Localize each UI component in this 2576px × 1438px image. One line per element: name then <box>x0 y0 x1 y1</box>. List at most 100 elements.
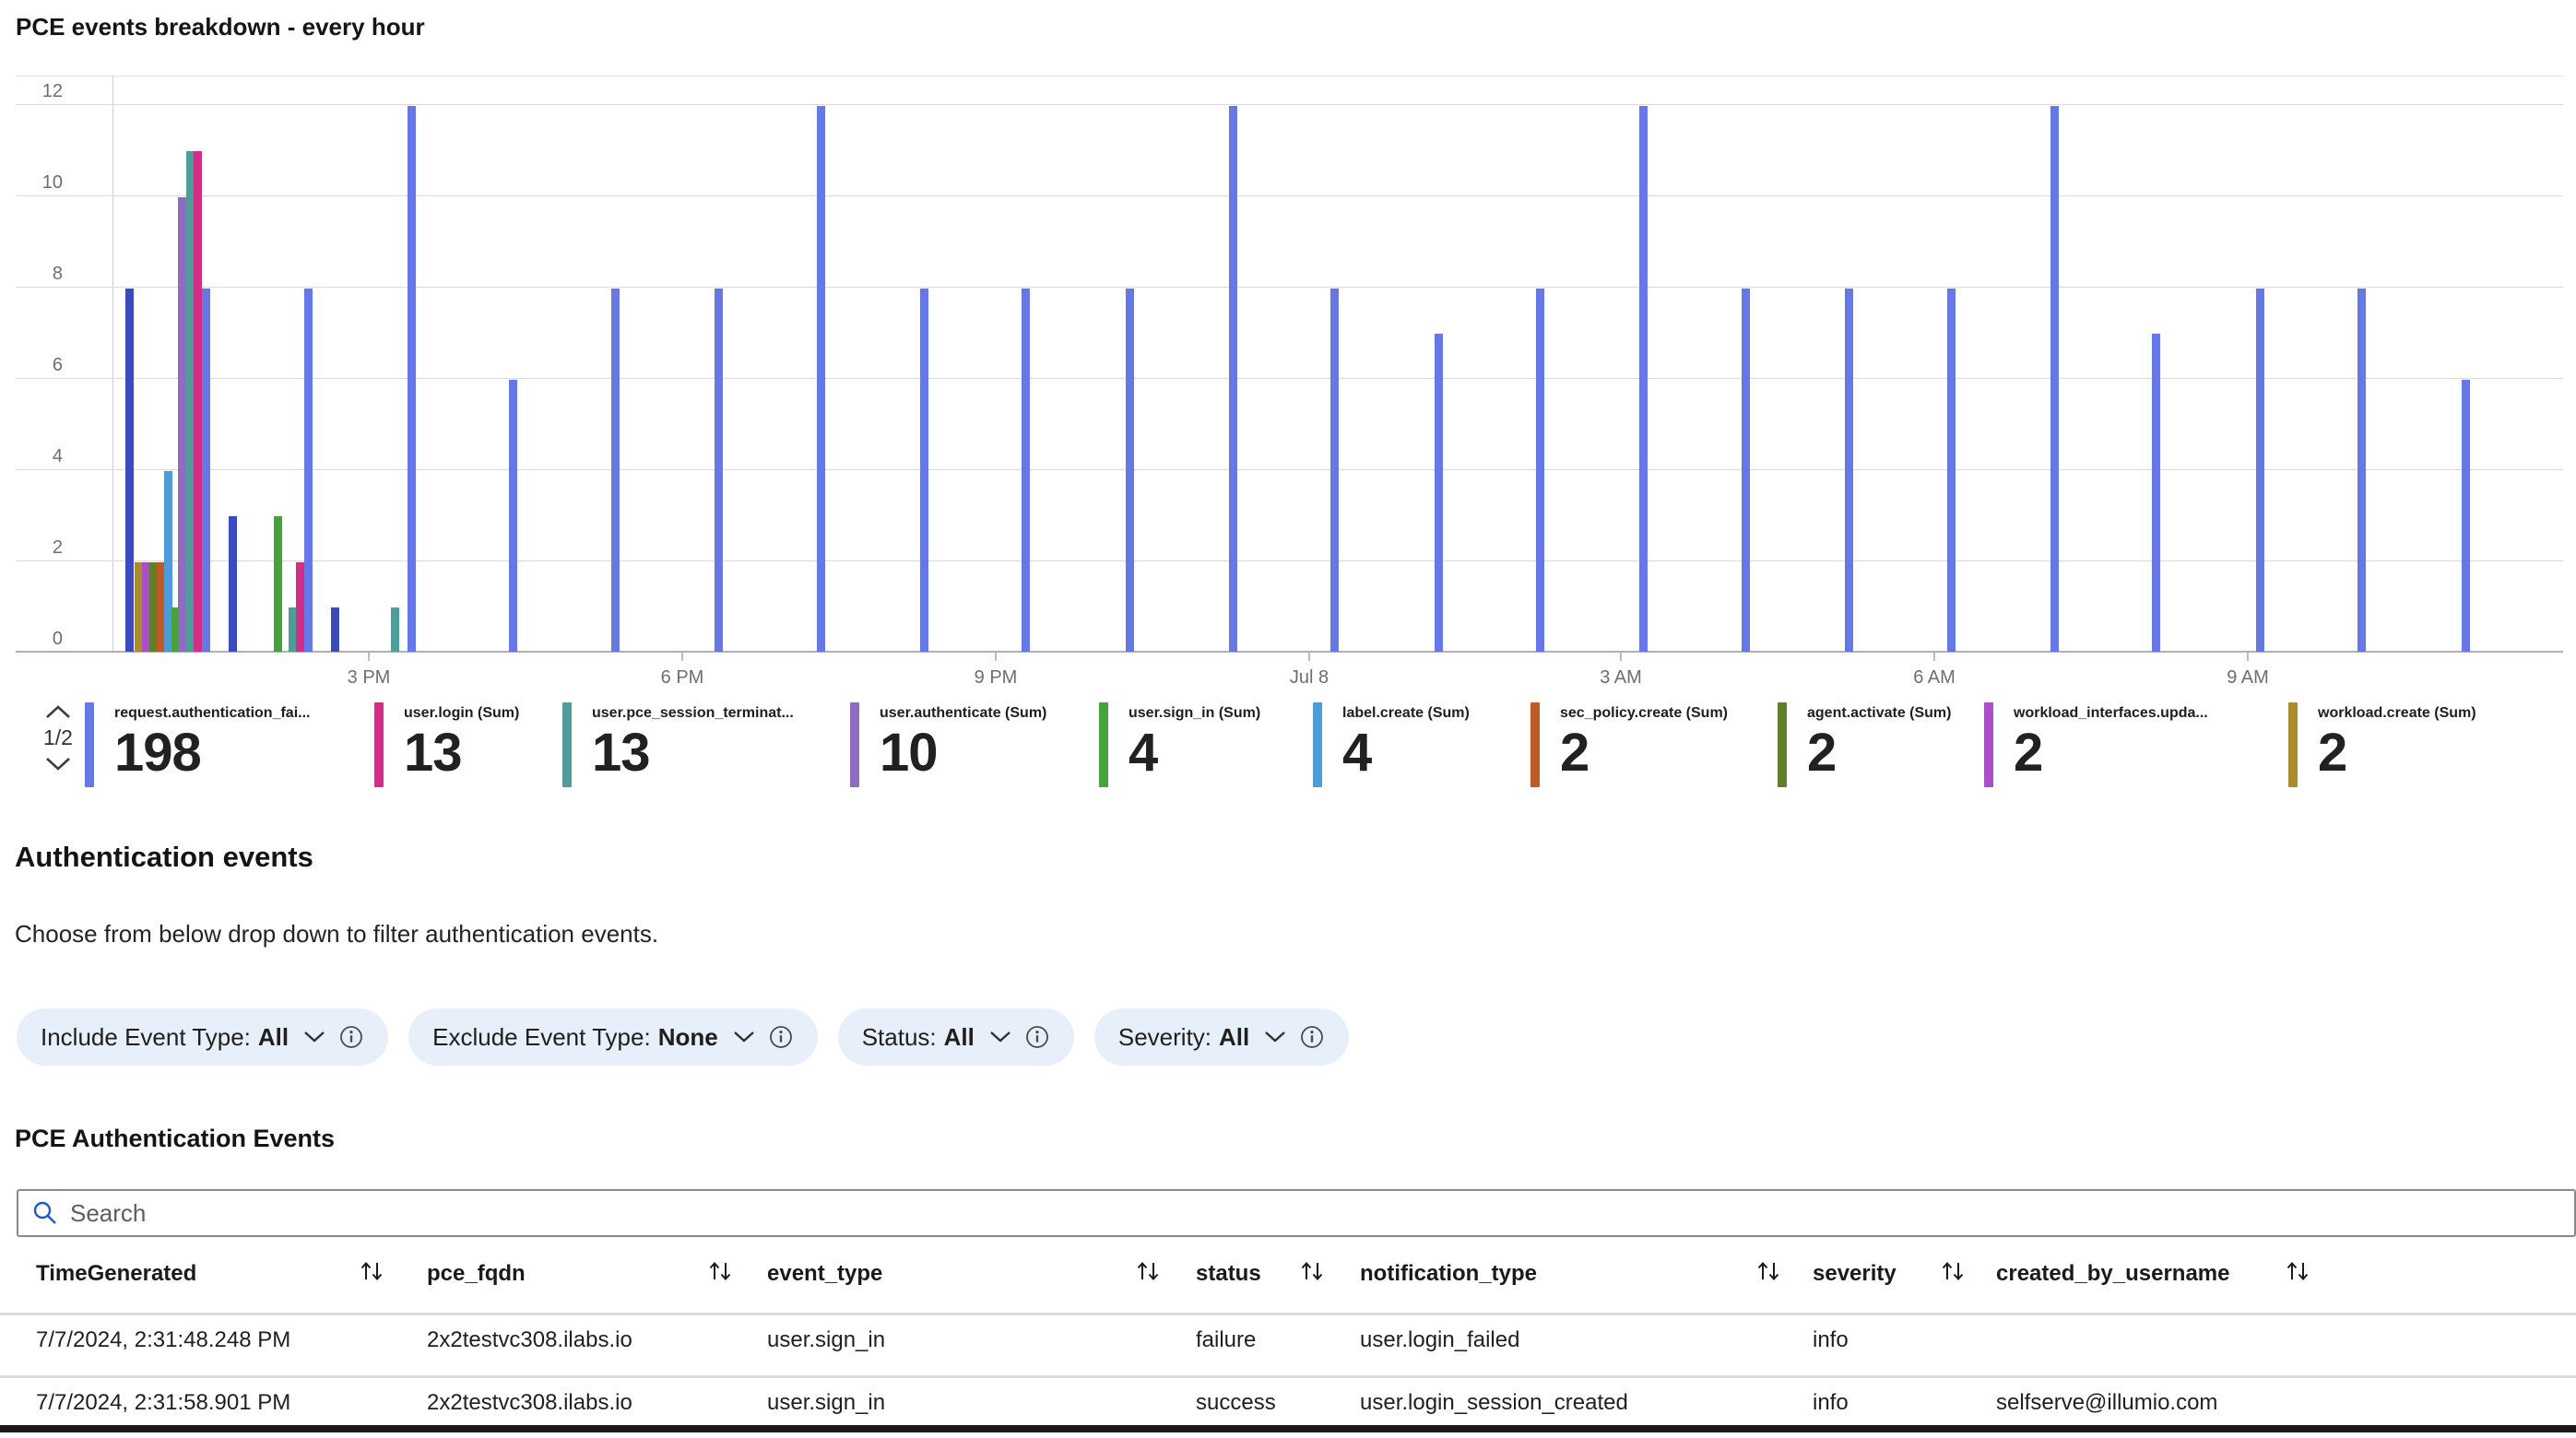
column-header-notification_type[interactable]: notification_type <box>1360 1261 1538 1286</box>
sort-icon[interactable] <box>1755 1257 1782 1285</box>
table-cell: 2x2testvc308.ilabs.io <box>427 1327 632 1352</box>
legend-swatch <box>1530 702 1540 787</box>
y-axis-label: 0 <box>52 629 63 649</box>
filter-value: All <box>943 1022 975 1051</box>
table-row[interactable]: 7/7/2024, 2:31:58.901 PM 2x2testvc308.ila… <box>0 1390 2576 1438</box>
legend-value: 13 <box>592 723 651 783</box>
chart-legend: 1/2 request.authentication_fai... 198 user… <box>0 697 2576 806</box>
chart-bar <box>611 289 620 652</box>
table-cell: user.login_failed <box>1360 1327 1520 1352</box>
chart-bar <box>164 471 172 652</box>
filter-pill-include-event-type[interactable]: Include Event Type: All <box>17 1008 389 1066</box>
chevron-down-icon <box>304 1031 325 1043</box>
legend-item[interactable]: label.create (Sum) 4 <box>1313 702 1470 787</box>
column-header-status[interactable]: status <box>1196 1261 1261 1286</box>
legend-label: user.login (Sum) <box>404 705 520 721</box>
info-icon[interactable] <box>1024 1024 1050 1050</box>
legend-value: 13 <box>404 723 463 783</box>
chart-bar <box>715 289 723 652</box>
legend-item[interactable]: request.authentication_fai... 198 <box>85 702 310 787</box>
legend-item[interactable]: user.login (Sum) 13 <box>374 702 519 787</box>
filter-value: None <box>657 1022 718 1051</box>
legend-item[interactable]: workload.create (Sum) 2 <box>2288 702 2476 787</box>
legend-value: 2 <box>2318 723 2347 783</box>
legend-pager: 1/2 <box>37 704 79 772</box>
legend-label: agent.activate (Sum) <box>1807 705 1952 721</box>
chart-bar <box>1330 289 1339 652</box>
legend-swatch <box>85 702 94 787</box>
chart-bar <box>1536 289 1544 652</box>
legend-value: 2 <box>1807 723 1837 783</box>
legend-text: request.authentication_fai... 198 <box>114 702 310 782</box>
legend-label: user.pce_session_terminat... <box>592 705 794 721</box>
table-cell: 7/7/2024, 2:31:48.248 PM <box>36 1327 291 1352</box>
chart-bar <box>2462 380 2470 652</box>
legend-text: user.login (Sum) 13 <box>404 702 519 782</box>
table-cell: 7/7/2024, 2:31:58.901 PM <box>36 1390 291 1415</box>
info-icon[interactable] <box>768 1024 794 1050</box>
legend-value: 2 <box>1560 723 1589 783</box>
column-header-event_type[interactable]: event_type <box>767 1261 883 1286</box>
sort-icon[interactable] <box>1134 1257 1162 1285</box>
x-axis-tick <box>1933 653 1935 661</box>
legend-item[interactable]: workload_interfaces.upda... 2 <box>1984 702 2208 787</box>
sort-icon[interactable] <box>1939 1257 1967 1285</box>
legend-text: label.create (Sum) 4 <box>1342 702 1470 782</box>
row-separator <box>0 1375 2576 1378</box>
x-axis-label: 6 AM <box>1913 667 1956 688</box>
column-header-pce_fqdn[interactable]: pce_fqdn <box>427 1261 526 1286</box>
auth-events-table: TimeGenerated pce_fqdn event_type status not… <box>0 1237 2576 1425</box>
events-breakdown-chart: 0 2 4 6 8 10 12 3 PM 6 PM 9 PM Jul 8 3 AM 6 AM 9 AM <box>0 0 2576 701</box>
legend-page-down-icon[interactable] <box>37 756 79 772</box>
chart-bar <box>149 562 158 652</box>
sort-icon[interactable] <box>706 1257 734 1285</box>
filter-pill-severity[interactable]: Severity: All <box>1093 1008 1350 1066</box>
sort-icon[interactable] <box>358 1257 385 1285</box>
chart-bar <box>391 607 399 652</box>
legend-item[interactable]: user.pce_session_terminat... 13 <box>562 702 794 787</box>
legend-text: user.sign_in (Sum) 4 <box>1128 702 1260 782</box>
y-axis-label: 10 <box>41 172 63 193</box>
legend-item[interactable]: user.authenticate (Sum) 10 <box>850 702 1046 787</box>
legend-swatch <box>1984 702 1993 787</box>
page-title: PCE events breakdown - every hour <box>16 13 425 41</box>
chart-bar <box>178 197 186 652</box>
info-icon[interactable] <box>1299 1024 1325 1050</box>
table-cell: 2x2testvc308.ilabs.io <box>427 1390 632 1415</box>
x-axis-label: Jul 8 <box>1289 667 1329 688</box>
screenshot-bottom-edge <box>0 1425 2576 1432</box>
search-input[interactable] <box>68 1197 2574 1229</box>
legend-swatch <box>374 702 384 787</box>
sort-icon[interactable] <box>2284 1257 2311 1285</box>
legend-page-up-icon[interactable] <box>37 704 79 720</box>
x-axis-tick <box>2247 653 2249 661</box>
chart-bar <box>135 562 143 652</box>
x-axis-label: 3 AM <box>1600 667 1642 688</box>
gridline <box>16 195 2563 196</box>
legend-item[interactable]: user.sign_in (Sum) 4 <box>1099 702 1260 787</box>
filter-pills-row: Include Event Type: All Exclude Event Type… <box>17 1008 1350 1066</box>
column-header-severity[interactable]: severity <box>1813 1261 1897 1286</box>
table-cell: user.sign_in <box>767 1390 886 1415</box>
column-header-created_by_username[interactable]: created_by_username <box>1996 1261 2230 1286</box>
x-axis-label: 9 AM <box>2227 667 2269 688</box>
y-axis-label: 8 <box>52 264 63 284</box>
x-axis-tick <box>995 653 997 661</box>
table-row[interactable]: 7/7/2024, 2:31:48.248 PM 2x2testvc308.ila… <box>0 1327 2576 1375</box>
filter-pill-status[interactable]: Status: All <box>837 1008 1074 1066</box>
column-header-timegenerated[interactable]: TimeGenerated <box>36 1261 197 1286</box>
legend-item[interactable]: agent.activate (Sum) 2 <box>1778 702 1951 787</box>
info-icon[interactable] <box>338 1024 364 1050</box>
table-cell: info <box>1813 1390 1849 1415</box>
y-axis-label: 6 <box>52 355 63 375</box>
legend-label: workload_interfaces.upda... <box>2014 705 2208 721</box>
sort-icon[interactable] <box>1298 1257 1326 1285</box>
chevron-down-icon <box>990 1031 1010 1043</box>
chart-bar <box>1742 289 1750 652</box>
legend-page-indicator: 1/2 <box>43 725 73 749</box>
x-axis-label: 6 PM <box>660 667 704 688</box>
filter-label: Status: <box>861 1022 937 1051</box>
chart-bar <box>2152 334 2160 652</box>
filter-pill-exclude-event-type[interactable]: Exclude Event Type: None <box>408 1008 818 1066</box>
legend-item[interactable]: sec_policy.create (Sum) 2 <box>1530 702 1728 787</box>
